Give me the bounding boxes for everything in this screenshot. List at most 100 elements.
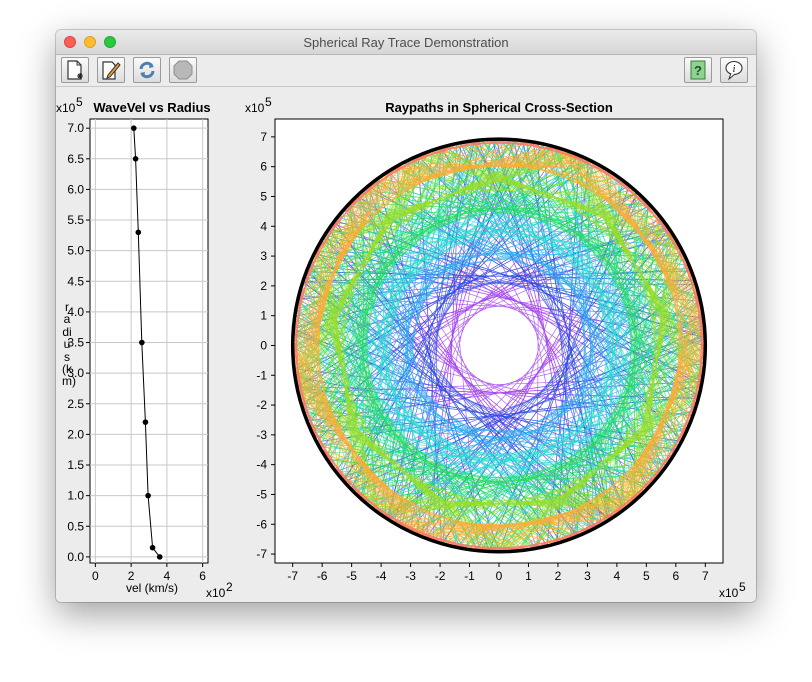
raypath-x-tick-label: -4: [376, 569, 387, 583]
velocity-y-tick-label: 3.0: [67, 366, 84, 380]
velocity-point: [135, 229, 142, 236]
raypath-x-tick-label: -2: [435, 569, 446, 583]
velocity-y-ticks: 7.0 6.5 6.0 5.5 5.0 4.5 4.0 3.5 3.0 2.5 2.0 1.5 1.0 0…: [67, 121, 90, 564]
minimize-window-button[interactable]: [84, 36, 96, 48]
raypath-y-tick-label: 6: [260, 160, 267, 174]
close-window-button[interactable]: [64, 36, 76, 48]
help-button[interactable]: ?: [684, 57, 712, 83]
velocity-series: [131, 125, 163, 560]
raypath-x-tick-label: 1: [525, 569, 532, 583]
info-balloon-icon: i: [725, 60, 743, 81]
raypath-x-tick-label: -1: [464, 569, 475, 583]
raypath-x-tick-label: -6: [317, 569, 328, 583]
raypath-x-tick-label: 0: [496, 569, 503, 583]
raypath-y-tick-label: -4: [256, 458, 267, 472]
new-document-button[interactable]: [61, 57, 89, 83]
raypath-y-exp-power: 5: [265, 95, 272, 109]
velocity-point: [149, 544, 156, 551]
raypath-x-tick-label: 4: [614, 569, 621, 583]
stop-icon: [173, 60, 193, 80]
refresh-icon: [139, 61, 155, 79]
svg-text:i: i: [733, 64, 736, 75]
raypath-x-tick-label: 2: [555, 569, 562, 583]
velocity-grid: [90, 119, 208, 563]
velocity-plot-title: WaveVel vs Radius: [93, 100, 210, 115]
raypath-x-tick-label: -3: [405, 569, 416, 583]
zoom-window-button[interactable]: [104, 36, 116, 48]
raypath-x-ticks: -7 -6 -5 -4 -3 -2 -1 0 1 2 3 4 5 6 7: [287, 563, 709, 583]
velocity-y-tick-label: 4.0: [67, 305, 84, 319]
velocity-point: [131, 125, 137, 131]
velocity-plot: 7.0 6.5 6.0 5.5 5.0 4.5 4.0 3.5 3.0 2.5 2.0 1.5 1.0 0…: [56, 95, 233, 600]
velocity-y-tick-label: 6.5: [67, 152, 84, 166]
velocity-y-label: radius (km): [62, 300, 77, 389]
velocity-x-tick-label: 0: [92, 569, 99, 583]
velocity-y-tick-label: 0.5: [67, 519, 84, 533]
velocity-x-tick-label: 4: [164, 569, 171, 583]
velocity-y-tick-label: 2.5: [67, 397, 84, 411]
raypath-y-tick-label: -2: [256, 398, 267, 412]
raypath-y-tick-label: -3: [256, 428, 267, 442]
window-title: Spherical Ray Trace Demonstration: [303, 35, 509, 50]
raypath-x-tick-label: -5: [346, 569, 357, 583]
raypath-y-tick-label: 7: [260, 130, 267, 144]
raypath-plot: 7 6 5 4 3 2 1 0 -1 -2 -3 -4 -5 -6 -7 -7 -6 -5 -4 -3 -2 -1 0 1 2…: [245, 95, 746, 600]
refresh-button[interactable]: [133, 57, 161, 83]
raypath-y-tick-label: 2: [260, 279, 267, 293]
velocity-y-exp-base: x10: [56, 101, 76, 115]
plot-area: 7.0 6.5 6.0 5.5 5.0 4.5 4.0 3.5 3.0 2.5 2.0 1.5 1.0 0…: [56, 87, 756, 602]
raypath-y-tick-label: -6: [256, 517, 267, 531]
velocity-x-exp-base: x10: [206, 586, 226, 600]
velocity-y-tick-label: 0.0: [67, 550, 84, 564]
velocity-plot-frame: [89, 118, 209, 564]
velocity-point: [145, 492, 151, 499]
raypath-y-exp-base: x10: [245, 101, 265, 115]
raypath-x-exp-base: x10: [719, 586, 739, 600]
svg-text:?: ?: [694, 63, 702, 78]
velocity-y-tick-label: 6.0: [67, 182, 84, 196]
stop-button[interactable]: [169, 57, 197, 83]
raypath-y-ticks: 7 6 5 4 3 2 1 0 -1 -2 -3 -4 -5 -6 -7: [256, 130, 275, 561]
velocity-y-tick-label: 5.5: [67, 213, 84, 227]
velocity-x-ticks: 0 2 4 6: [92, 563, 206, 583]
velocity-point: [139, 339, 145, 346]
velocity-point: [156, 554, 163, 560]
title-bar[interactable]: Spherical Ray Trace Demonstration: [56, 30, 756, 55]
velocity-y-tick-label: 3.5: [67, 336, 84, 350]
velocity-y-tick-label: 5.0: [67, 244, 84, 258]
velocity-curve: [133, 128, 161, 558]
edit-button[interactable]: [97, 57, 125, 83]
raypath-y-tick-label: -7: [256, 547, 267, 561]
raypath-y-tick-label: 0: [260, 338, 267, 352]
raypath-x-exp-power: 5: [739, 580, 746, 594]
new-document-icon: [67, 60, 83, 80]
question-icon: ?: [690, 60, 706, 80]
earth-outline: [290, 137, 708, 554]
app-window: Spherical Ray Trace Demonstration: [56, 30, 756, 602]
velocity-y-tick-label: 1.5: [67, 458, 84, 472]
toolbar: ? i: [56, 55, 756, 87]
velocity-x-exp-power: 2: [226, 580, 233, 594]
raypath-x-tick-label: 5: [643, 569, 650, 583]
velocity-point: [132, 156, 139, 162]
raypath-x-tick-label: 6: [672, 569, 679, 583]
raypath-y-tick-label: 1: [260, 309, 267, 323]
velocity-y-tick-label: 2.0: [67, 427, 84, 441]
velocity-x-tick-label: 2: [128, 569, 135, 583]
raypath-x-tick-label: 7: [702, 569, 709, 583]
info-button[interactable]: i: [720, 57, 748, 83]
raypath-x-tick-label: 3: [584, 569, 591, 583]
plots-canvas: 7.0 6.5 6.0 5.5 5.0 4.5 4.0 3.5 3.0 2.5 2.0 1.5 1.0 0…: [56, 95, 746, 600]
velocity-x-label: vel (km/s): [126, 581, 178, 595]
raypath-y-tick-label: -1: [256, 368, 267, 382]
pencil-icon: [102, 61, 121, 80]
velocity-point: [142, 419, 149, 425]
velocity-x-tick-label: 6: [199, 569, 206, 583]
raypath-y-tick-label: 4: [260, 219, 267, 233]
raypath-x-tick-label: -7: [287, 569, 298, 583]
raypath-y-tick-label: 5: [260, 189, 267, 203]
raypath-plot-title: Raypaths in Spherical Cross-Section: [385, 100, 613, 115]
raypath-y-tick-label: -5: [256, 487, 267, 501]
velocity-y-tick-label: 4.5: [67, 274, 84, 288]
velocity-y-tick-label: 7.0: [67, 121, 84, 135]
